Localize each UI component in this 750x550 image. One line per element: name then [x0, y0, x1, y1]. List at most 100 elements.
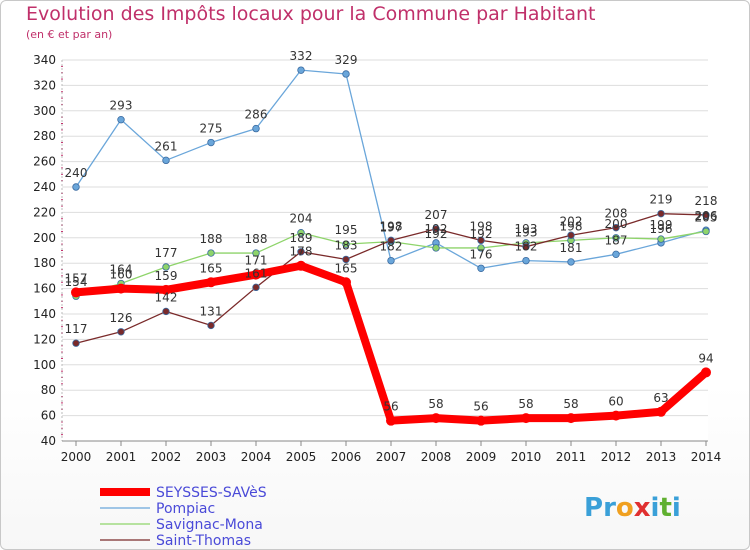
data-point: [342, 240, 350, 248]
data-point: [567, 258, 575, 266]
data-point: [297, 248, 305, 256]
data-point: [702, 227, 710, 236]
y-tick-label: 160: [33, 282, 56, 296]
data-point: [252, 249, 260, 257]
data-label: 56: [383, 400, 398, 414]
data-point: [477, 264, 485, 272]
y-tick-label: 340: [33, 53, 56, 67]
data-point: [71, 287, 81, 298]
x-tick-label: 2013: [646, 450, 677, 464]
data-label: 286: [245, 108, 268, 122]
data-label: 200: [605, 217, 628, 231]
data-point: [522, 242, 530, 251]
data-label: 198: [560, 219, 583, 233]
data-point: [477, 236, 485, 245]
data-point: [72, 183, 80, 191]
y-tick-label: 60: [41, 409, 56, 423]
x-tick-label: 2011: [556, 450, 587, 464]
data-label: 188: [245, 232, 268, 246]
y-tick-label: 260: [33, 155, 56, 169]
data-label: 177: [155, 246, 178, 260]
data-label: 205: [695, 210, 718, 224]
data-point: [612, 250, 620, 259]
data-point: [432, 244, 440, 252]
y-tick-label: 100: [33, 358, 56, 372]
data-label: 202: [560, 214, 583, 228]
data-label: 206: [695, 209, 718, 223]
x-tick-label: 2006: [331, 450, 362, 464]
y-tick-label: 140: [33, 307, 56, 321]
data-labels: 240 293 261 275 286 332 329 182 192 176 182 181 187 1…: [65, 49, 718, 414]
data-label: 165: [200, 261, 223, 275]
data-point: [297, 229, 305, 237]
legend-label: Saint-Thomas: [156, 533, 251, 549]
data-label: 198: [380, 219, 403, 233]
data-label: 261: [155, 139, 178, 153]
data-label: 182: [380, 240, 403, 254]
data-point: [162, 307, 170, 316]
data-label: 192: [470, 227, 493, 241]
data-point: [162, 263, 170, 271]
y-tick-label: 120: [33, 332, 56, 346]
data-label: 154: [65, 275, 88, 289]
y-tick-label: 80: [41, 383, 56, 397]
data-point: [386, 415, 396, 426]
data-label: 164: [110, 263, 133, 277]
data-point: [476, 415, 486, 426]
legend-label: Pompiac: [156, 501, 215, 517]
y-tick-label: 240: [33, 180, 56, 194]
y-tick-label: 300: [33, 104, 56, 118]
x-tick-label: 2003: [196, 450, 227, 464]
data-label: 56: [473, 400, 488, 414]
data-point: [387, 236, 395, 245]
data-label: 196: [650, 222, 673, 236]
data-label: 182: [515, 240, 538, 254]
data-label: 204: [290, 212, 313, 226]
data-label: 329: [335, 53, 358, 67]
chart-subtitle: (en € et par an): [26, 28, 113, 41]
legend: SEYSSES-SAVèSPompiacSavignac-MonaSaint-T…: [100, 485, 267, 549]
data-point: [342, 70, 350, 78]
data-label: 63: [653, 391, 668, 405]
data-label: 193: [515, 222, 538, 236]
x-tick-label: 2005: [286, 450, 317, 464]
data-point: [207, 138, 215, 147]
data-point: [567, 231, 575, 239]
data-point: [566, 413, 576, 424]
data-point: [296, 260, 306, 271]
data-point: [341, 277, 351, 288]
data-point: [521, 413, 531, 424]
x-tick-label: 2002: [151, 450, 182, 464]
data-label: 165: [335, 261, 358, 275]
grid-lines: [61, 59, 708, 442]
data-label: 192: [425, 222, 448, 236]
data-label: 188: [200, 232, 223, 246]
data-label: 193: [515, 226, 538, 240]
data-label: 187: [605, 233, 628, 247]
data-point: [387, 256, 395, 265]
y-tick-label: 220: [33, 205, 56, 219]
y-axis-ticks: 40 60 80 100 120 140 160 180 200 220 240 260 280 300 3…: [33, 53, 56, 448]
data-label: 159: [155, 269, 178, 283]
data-label: 60: [608, 395, 623, 409]
x-tick-label: 2009: [466, 450, 497, 464]
y-tick-label: 180: [33, 256, 56, 270]
data-point: [207, 249, 215, 257]
data-point: [701, 367, 711, 378]
data-label: 197: [380, 221, 403, 235]
data-label: 58: [428, 397, 443, 411]
data-point: [162, 156, 170, 165]
data-label: 332: [290, 49, 313, 63]
data-label: 195: [335, 223, 358, 237]
data-label: 181: [560, 241, 583, 255]
data-point: [206, 277, 216, 288]
data-label: 126: [110, 311, 133, 325]
data-point: [342, 255, 350, 264]
series-lines: [71, 66, 711, 426]
data-label: 157: [65, 271, 88, 285]
x-tick-label: 2010: [511, 450, 542, 464]
proxiti-logo: Proxiti: [584, 493, 681, 523]
data-label: 142: [155, 290, 178, 304]
data-point: [432, 225, 440, 233]
data-label: 58: [518, 397, 533, 411]
